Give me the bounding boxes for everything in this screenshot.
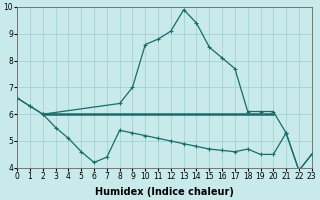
X-axis label: Humidex (Indice chaleur): Humidex (Indice chaleur) xyxy=(95,187,234,197)
